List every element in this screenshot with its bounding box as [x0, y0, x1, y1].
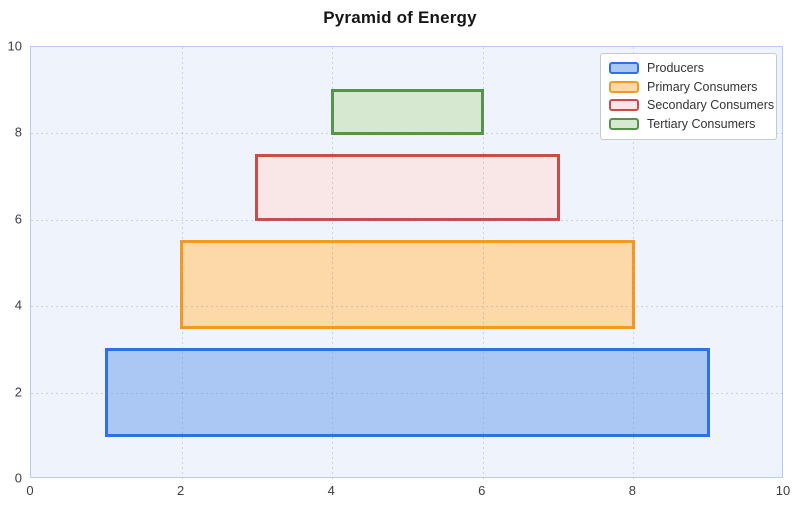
- y-tick-label: 0: [14, 470, 22, 486]
- x-tick-label: 2: [176, 483, 185, 498]
- legend-swatch-icon: [609, 62, 639, 75]
- legend-label: Primary Consumers: [647, 79, 758, 94]
- y-tick-label: 6: [14, 211, 22, 227]
- bar-secondary-consumers[interactable]: [255, 153, 560, 222]
- bar-primary-consumers[interactable]: [180, 239, 635, 330]
- legend-item-tertiary-consumers[interactable]: Tertiary Consumers: [609, 115, 768, 134]
- y-tick-label: 10: [7, 38, 22, 54]
- legend-item-primary-consumers[interactable]: Primary Consumers: [609, 78, 768, 97]
- x-tick-label: 0: [26, 483, 34, 498]
- y-tick-label: 2: [14, 384, 22, 400]
- chart-title: Pyramid of Energy: [323, 8, 477, 27]
- legend-label: Secondary Consumers: [647, 98, 775, 113]
- legend-label: Tertiary Consumers: [647, 116, 756, 131]
- legend-swatch-icon: [609, 99, 639, 112]
- x-tick-label: 4: [327, 483, 335, 498]
- legend-swatch-icon: [609, 117, 639, 130]
- x-tick-label: 10: [775, 483, 791, 498]
- x-tick-label: 8: [628, 483, 637, 498]
- bar-tertiary-consumers[interactable]: [330, 88, 485, 135]
- y-tick-label: 8: [14, 124, 22, 140]
- bar-producers[interactable]: [104, 347, 711, 438]
- legend: Producers Primary Consumers Secondary Cons…: [600, 53, 777, 140]
- y-tick-label: 4: [14, 297, 22, 313]
- x-tick-label: 6: [478, 483, 486, 498]
- legend-label: Producers: [647, 61, 704, 76]
- legend-item-producers[interactable]: Producers: [609, 59, 768, 78]
- legend-swatch-icon: [609, 80, 639, 93]
- legend-item-secondary-consumers[interactable]: Secondary Consumers: [609, 96, 774, 115]
